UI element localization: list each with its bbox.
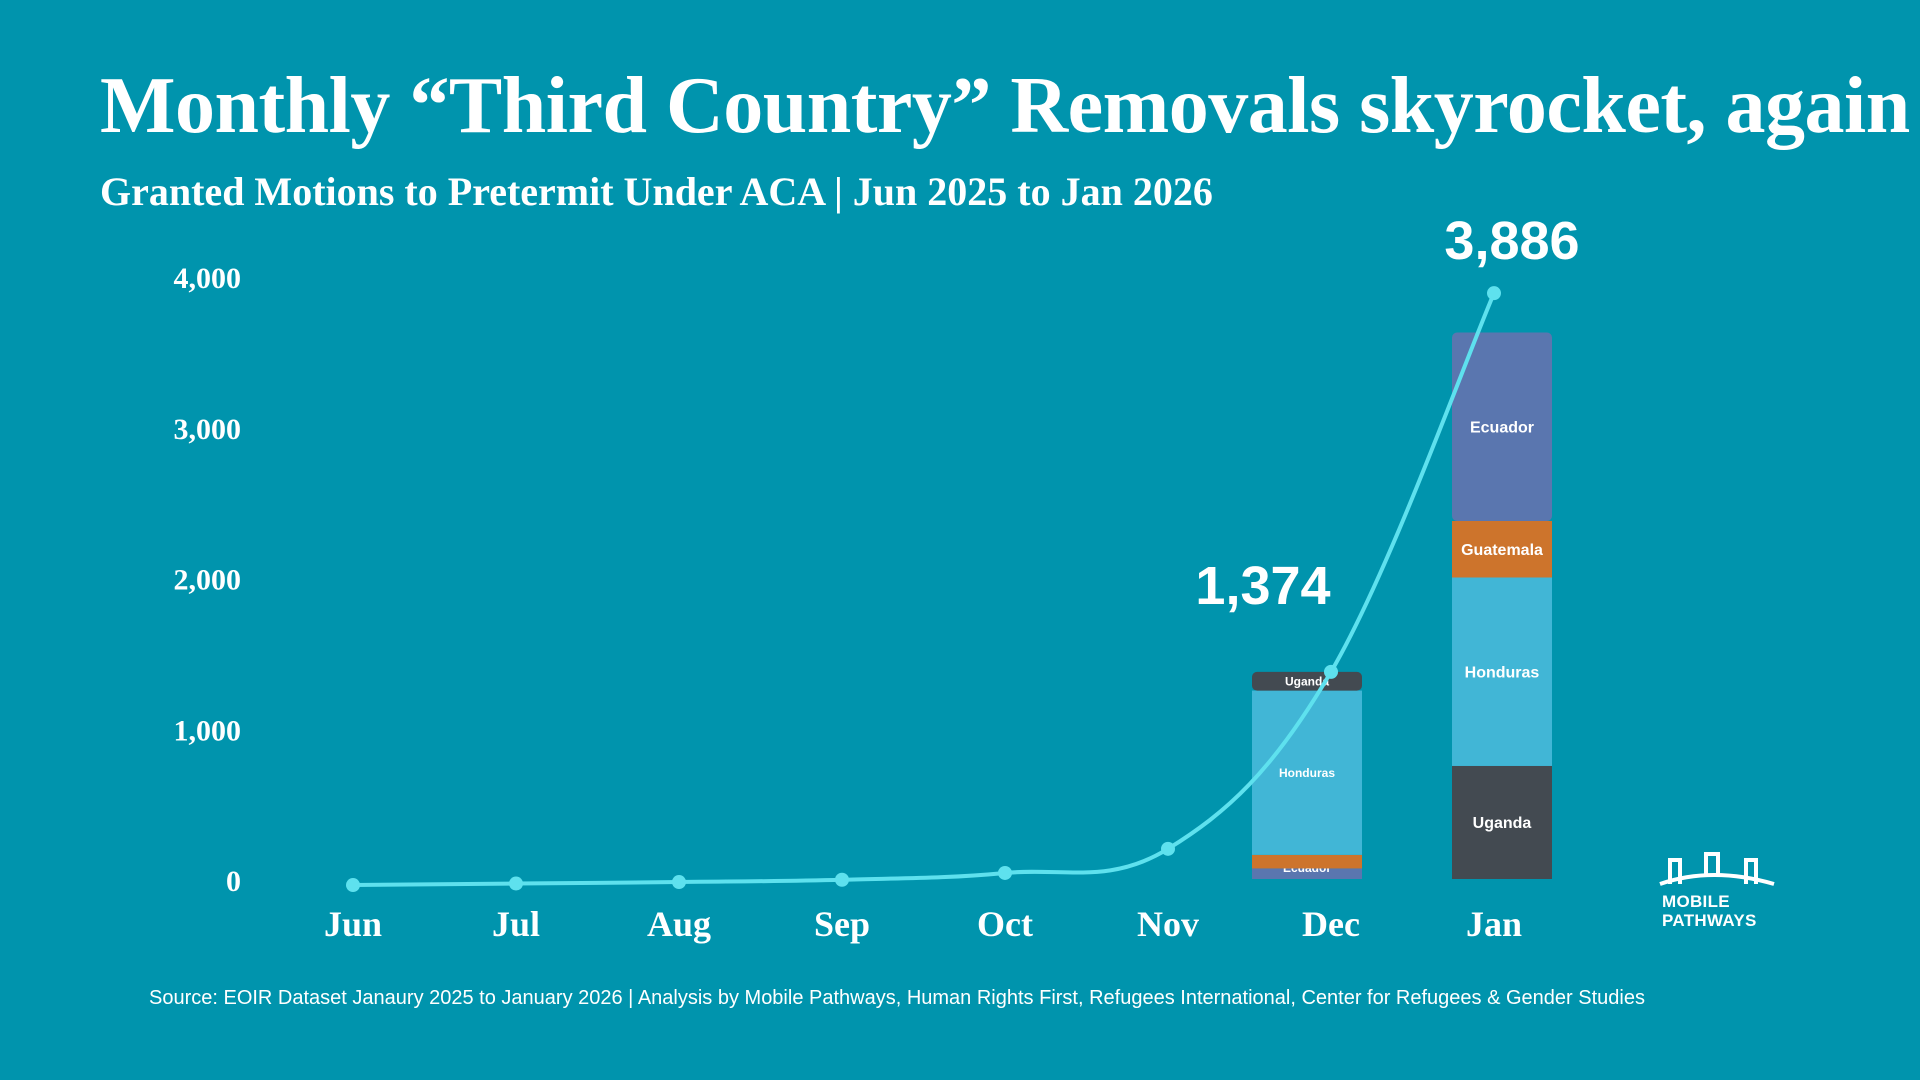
bar-segment-uganda	[1452, 765, 1552, 879]
y-tick-label: 1,000	[174, 714, 242, 747]
logo-line-1: MOBILE	[1662, 892, 1730, 911]
y-tick-label: 4,000	[174, 262, 242, 295]
bar-segment-label: Honduras	[1465, 664, 1540, 681]
y-tick-label: 2,000	[174, 564, 242, 597]
data-point	[509, 876, 523, 891]
stacked-bar-jan: Uganda Honduras Guatemala Ecuador	[1452, 332, 1552, 879]
data-label-jan: 3,886	[1444, 211, 1579, 271]
y-tick-label: 3,000	[174, 413, 242, 446]
x-tick-label: Oct	[977, 904, 1033, 944]
logo-line-2: PATHWAYS	[1662, 911, 1757, 930]
x-tick-label: Nov	[1137, 904, 1199, 944]
x-tick-label: Sep	[814, 904, 870, 944]
bar-segment-label: Guatemala	[1461, 542, 1543, 559]
data-point	[1161, 841, 1175, 856]
logo-text: MOBILE PATHWAYS	[1662, 892, 1757, 930]
mobile-pathways-logo: MOBILE PATHWAYS	[1658, 846, 1776, 936]
source-note: Source: EOIR Dataset Janaury 2025 to Jan…	[149, 987, 1645, 1009]
bar-segment-ecuador	[1452, 332, 1552, 521]
data-point	[998, 865, 1012, 880]
data-point	[1487, 286, 1501, 301]
bar-segment-guatemala	[1452, 520, 1552, 578]
bar-segment-label: Ecuador	[1470, 419, 1534, 436]
stacked-bar-dec: EcuadorGuatemalaHondurasUganda	[1252, 671, 1362, 879]
x-tick-label: Dec	[1302, 904, 1360, 944]
chart-subtitle: Granted Motions to Pretermit Under ACA |…	[100, 169, 1213, 214]
bar-segment-label: Uganda	[1285, 674, 1329, 688]
y-tick-label: 0	[226, 865, 241, 898]
x-tick-label: Jan	[1466, 904, 1522, 944]
bar-segment-honduras	[1252, 690, 1362, 855]
bridge-icon	[1659, 852, 1775, 886]
data-label-dec: 1,374	[1195, 556, 1330, 616]
bar-segment-ecuador	[1252, 868, 1362, 879]
data-point	[1324, 664, 1338, 679]
data-point	[672, 875, 686, 890]
data-point	[346, 878, 360, 893]
data-point	[835, 872, 849, 887]
chart-title: Monthly “Third Country” Removals skyrock…	[100, 62, 1910, 150]
bar-segment-honduras	[1452, 577, 1552, 766]
bar-segment-label: Uganda	[1473, 815, 1532, 832]
x-tick-label: Aug	[647, 904, 711, 944]
x-tick-label: Jul	[492, 904, 540, 944]
bar-segment-guatemala	[1252, 854, 1362, 869]
bar-segment-label: Honduras	[1279, 766, 1335, 780]
x-tick-label: Jun	[324, 904, 382, 944]
